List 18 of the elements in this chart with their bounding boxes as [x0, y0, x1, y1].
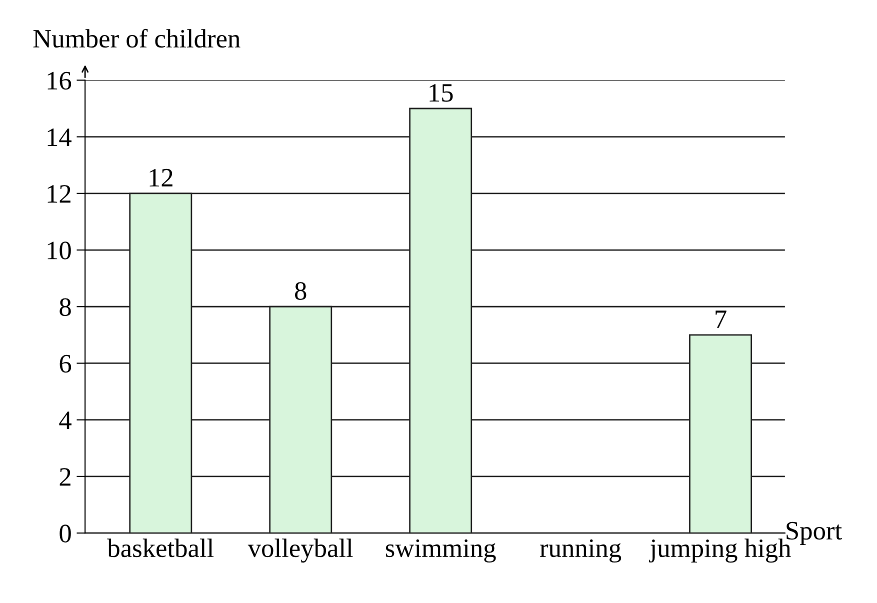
data-label: 8	[295, 282, 306, 300]
y-tick-label: 8	[60, 298, 71, 316]
x-tick-label: volleyball	[248, 538, 353, 563]
x-tick-label: swimming	[386, 539, 496, 563]
y-tick-label: 14	[48, 128, 72, 146]
data-label: 7	[716, 310, 726, 328]
y-tick-label: 16	[48, 72, 72, 90]
data-label: 12	[150, 168, 172, 186]
y-axis-title: Number of children	[33, 28, 240, 48]
y-tick-label: 2	[60, 468, 70, 486]
y-tick-label: 6	[60, 354, 72, 373]
y-tick-label: 10	[48, 242, 71, 260]
y-tick-label: 4	[59, 412, 72, 429]
y-tick-label: 12	[48, 185, 70, 203]
data-label: 15	[430, 84, 453, 102]
x-tick-label: running	[540, 539, 622, 563]
x-tick-label: basketball	[107, 538, 214, 558]
y-tick-label: 0	[60, 524, 71, 542]
